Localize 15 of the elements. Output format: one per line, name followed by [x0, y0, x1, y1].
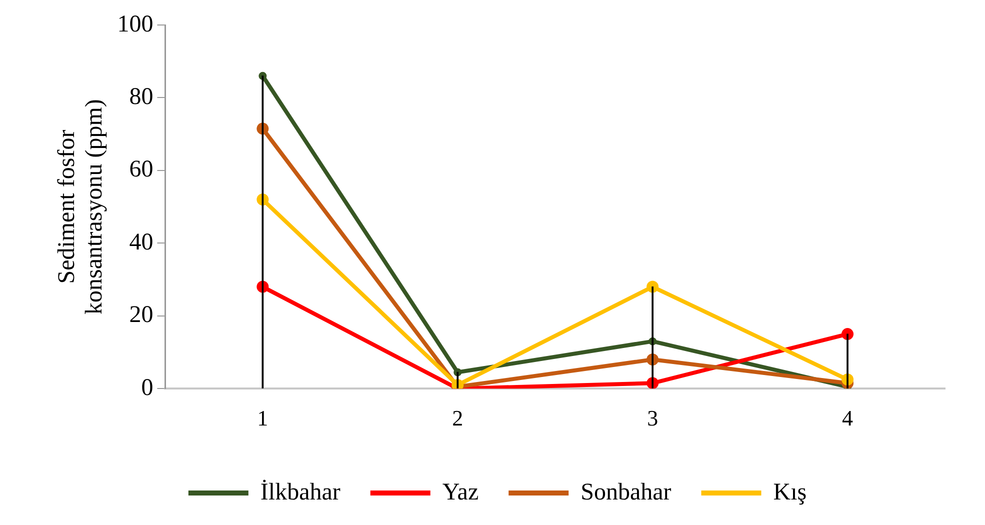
x-tick-label: 3 — [647, 406, 658, 431]
x-tick-label: 2 — [452, 406, 464, 431]
x-tick-label: 4 — [842, 406, 854, 431]
legend-label: Sonbahar — [580, 479, 672, 506]
y-tick-label: 20 — [129, 302, 154, 328]
y-tick-label: 80 — [129, 84, 154, 110]
x-tick-label: 1 — [257, 406, 268, 431]
y-tick-label: 40 — [129, 229, 154, 256]
y-tick-label: 0 — [141, 374, 154, 401]
legend-label: İlkbahar — [260, 479, 340, 506]
legend-label: Kış — [773, 479, 807, 506]
y-tick-label: 100 — [117, 11, 154, 38]
legend-label: Yaz — [442, 479, 479, 506]
y-axis-title: Sediment fosfor konsantrasyonu (ppm) — [54, 99, 108, 314]
y-tick-label: 60 — [129, 156, 154, 183]
